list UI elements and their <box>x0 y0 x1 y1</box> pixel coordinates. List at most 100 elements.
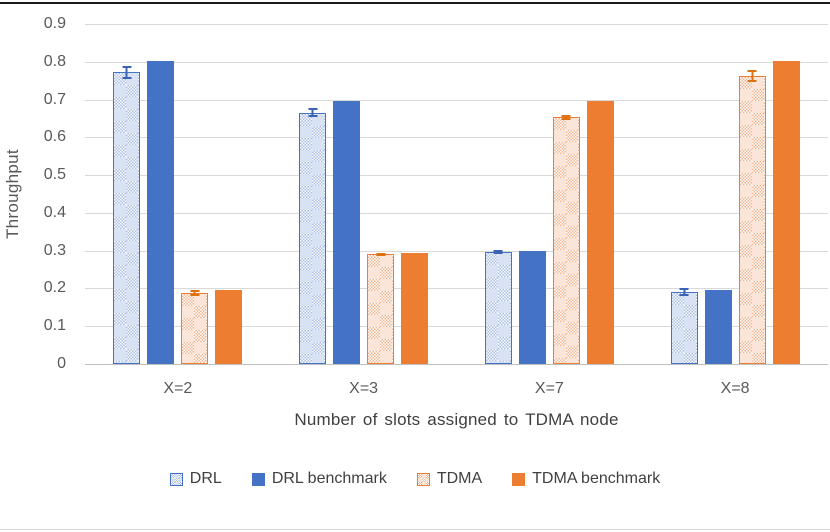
legend-item-tdma: TDMA <box>416 470 483 488</box>
gridline <box>85 175 828 177</box>
bar-slot <box>670 24 698 364</box>
error-bar-cap <box>493 251 503 254</box>
error-bar-cap <box>679 288 689 291</box>
error-bar-drl-x-2 <box>122 65 132 80</box>
y-tick-label: 0.2 <box>43 279 66 297</box>
bar-tdma-benchmark-x-7 <box>586 101 614 364</box>
bar-slot <box>113 24 141 364</box>
bar-drl-x-8 <box>670 292 698 364</box>
legend-label: DRL benchmark <box>271 470 387 487</box>
bar-tdma-x-7 <box>552 117 580 364</box>
bar-slot <box>299 24 327 364</box>
bar-slot <box>484 24 512 364</box>
bar-tdma-x-8 <box>738 76 766 364</box>
bar-group-x-8 <box>670 24 800 364</box>
legend-swatch-drl <box>169 472 183 486</box>
bar-slot <box>147 24 175 364</box>
bar-slot <box>738 24 766 364</box>
legend-item-drl: DRL <box>169 470 222 488</box>
legend-swatch-tdma <box>416 472 430 486</box>
bar-slot <box>333 24 361 364</box>
bar-tdma-benchmark-x-8 <box>772 61 800 364</box>
bar-tdma-benchmark-x-3 <box>401 252 429 364</box>
gridline <box>85 250 828 252</box>
error-bar-tdma-x-8 <box>747 70 757 82</box>
error-bar-cap <box>493 249 503 252</box>
bar-slot <box>215 24 243 364</box>
error-bar-cap <box>122 65 132 68</box>
error-bar-cap <box>308 108 318 111</box>
error-bar-tdma-x-3 <box>376 252 386 257</box>
x-tick-label: X=3 <box>349 380 379 397</box>
error-bar-line <box>751 70 754 82</box>
bar-drl-benchmark-x-7 <box>518 250 546 364</box>
bar-drl-benchmark-x-2 <box>147 61 175 364</box>
error-bar-cap <box>679 294 689 296</box>
x-axis-title: Number of slots assigned to TDMA node <box>294 410 619 429</box>
bar-tdma-x-2 <box>181 292 209 364</box>
y-tick-label: 0.8 <box>43 52 66 70</box>
y-tick-label: 0.1 <box>43 317 66 335</box>
gridline <box>85 326 828 328</box>
x-tick-label: X=8 <box>720 380 750 397</box>
bar-slot <box>401 24 429 364</box>
error-bar-cap <box>376 252 386 255</box>
error-bar-drl-x-3 <box>308 108 318 118</box>
bar-drl-x-2 <box>113 72 141 364</box>
error-bar-line <box>311 108 314 118</box>
legend: DRL DRL benchmark TDMA TDMA benchmark <box>0 470 830 488</box>
gridline <box>85 212 828 214</box>
bar-tdma-x-3 <box>367 254 395 364</box>
error-bar-line <box>193 289 196 296</box>
bar-slot <box>181 24 209 364</box>
error-bar-cap <box>561 117 571 120</box>
error-bar-cap <box>190 289 200 292</box>
error-bar-tdma-x-7 <box>561 114 571 120</box>
error-bar-drl-x-8 <box>679 288 689 296</box>
figure-bottom-rule <box>0 529 830 530</box>
error-bar-cap <box>747 70 757 73</box>
x-axis-line <box>85 364 828 365</box>
y-tick-label: 0.5 <box>43 166 66 184</box>
error-bar-cap <box>308 115 318 118</box>
error-bar-line <box>683 288 686 296</box>
bar-drl-x-3 <box>299 112 327 364</box>
error-bar-cap <box>376 254 386 257</box>
legend-swatch-drl-benchmark <box>251 472 265 486</box>
bar-slot <box>586 24 614 364</box>
legend-label: TDMA <box>436 470 483 487</box>
bar-drl-x-7 <box>484 251 512 364</box>
error-bar-cap <box>747 79 757 82</box>
gridline <box>85 288 828 290</box>
error-bar-tdma-x-2 <box>190 289 200 296</box>
gridline <box>85 137 828 139</box>
bar-group-x-2 <box>113 24 243 364</box>
legend-item-drl-benchmark: DRL benchmark <box>251 470 387 488</box>
error-bar-cap <box>561 114 571 117</box>
error-bar-cap <box>190 294 200 296</box>
y-tick-label: 0.6 <box>43 128 66 146</box>
x-tick-label: X=2 <box>163 380 193 397</box>
bar-drl-benchmark-x-8 <box>704 289 732 364</box>
legend-label: TDMA benchmark <box>532 470 661 487</box>
plot-area <box>85 24 828 365</box>
error-bar-line <box>565 114 568 120</box>
legend-label: DRL <box>189 470 222 487</box>
bar-slot <box>704 24 732 364</box>
bar-group-x-7 <box>484 24 614 364</box>
error-bar-cap <box>122 77 132 80</box>
y-axis-tick-labels: 0 0.1 0.2 0.3 0.4 0.5 0.6 0.7 0.8 0.9 <box>0 16 66 372</box>
error-bar-line <box>125 65 128 80</box>
legend-item-tdma-benchmark: TDMA benchmark <box>512 470 660 488</box>
y-tick-label: 0.9 <box>43 15 66 32</box>
y-tick-label: 0 <box>57 355 66 372</box>
bar-group-x-3 <box>299 24 429 364</box>
bar-slot <box>518 24 546 364</box>
bar-slot <box>552 24 580 364</box>
error-bar-drl-x-7 <box>493 249 503 254</box>
bar-slot <box>367 24 395 364</box>
gridline <box>85 99 828 101</box>
gridline <box>85 24 828 25</box>
figure-top-rule <box>0 2 830 4</box>
